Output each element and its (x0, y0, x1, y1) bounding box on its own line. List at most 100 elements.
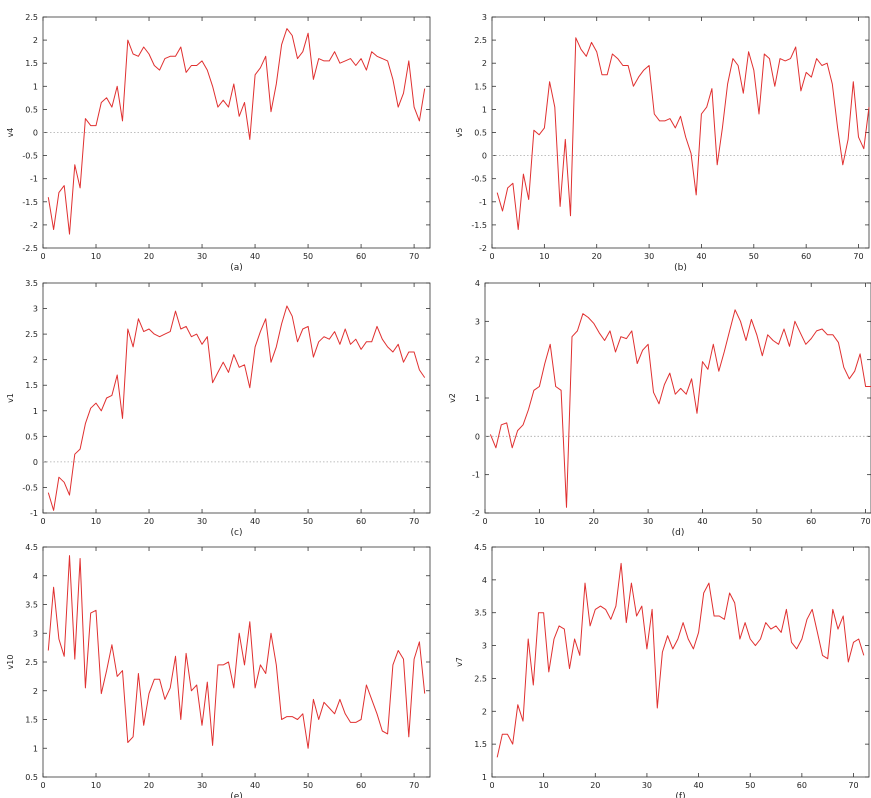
y-tick-label: 1 (33, 744, 38, 753)
x-tick-label: 30 (197, 252, 207, 261)
x-tick-label: 0 (489, 781, 494, 790)
y-tick-label: 2.5 (474, 674, 487, 683)
y-tick-label: -1 (472, 471, 480, 480)
y-tick-label: 4 (482, 576, 487, 585)
x-tick-label: 30 (197, 781, 207, 790)
y-tick-label: -0.5 (22, 152, 38, 161)
plot-frame-f (491, 546, 870, 778)
y-tick-label: 0.5 (25, 773, 38, 782)
y-axis-label: v7 (455, 657, 464, 667)
panel-label: (a) (230, 263, 243, 273)
chart-panel-b: -2-1.5-1-0.500.511.522.530 10 20 30 40 50 60 70… (455, 13, 870, 273)
x-tick-label: 0 (40, 252, 45, 261)
y-tick-label: 1 (33, 407, 38, 416)
y-tick-label: 2 (482, 59, 487, 68)
x-tick-label: 50 (303, 252, 313, 261)
y-tick-label: -1.5 (471, 221, 487, 230)
y-tick-label: 1.5 (474, 740, 487, 749)
x-tick-label: 60 (356, 517, 366, 526)
x-tick-label: 20 (144, 781, 154, 790)
x-tick-label: 20 (589, 517, 599, 526)
x-tick-label: 70 (409, 252, 419, 261)
y-tick-label: 2 (33, 356, 38, 365)
y-tick-label: 4 (475, 279, 480, 288)
y-tick-label: 3.5 (474, 609, 487, 618)
x-tick-label: 10 (91, 517, 101, 526)
y-tick-label: 1 (482, 105, 487, 114)
x-tick-label: 30 (643, 517, 653, 526)
y-tick-label: 2.5 (25, 330, 38, 339)
x-tick-label: 40 (250, 517, 260, 526)
x-tick-label: 60 (801, 252, 811, 261)
series-line-v2 (489, 309, 871, 508)
y-axis-label: v2 (448, 393, 457, 403)
x-tick-label: 30 (644, 252, 654, 261)
x-tick-label: 70 (409, 517, 419, 526)
x-tick-label: 0 (489, 252, 494, 261)
x-tick-label: 40 (696, 252, 706, 261)
x-tick-label: 20 (144, 252, 154, 261)
series-line-v1 (47, 305, 426, 511)
y-tick-label: 2 (482, 707, 487, 716)
plot-frame-b (491, 16, 870, 249)
x-tick-label: 40 (250, 252, 260, 261)
y-tick-label: -1 (30, 175, 38, 184)
x-tick-label: 70 (853, 252, 863, 261)
x-tick-label: 60 (797, 781, 807, 790)
x-tick-label: 10 (91, 781, 101, 790)
x-tick-label: 40 (697, 517, 707, 526)
x-tick-label: 30 (642, 781, 652, 790)
y-tick-label: 0 (475, 432, 480, 441)
y-tick-label: 3 (482, 642, 487, 651)
series-line-v4 (47, 28, 426, 235)
y-tick-label: -1 (479, 198, 487, 207)
y-tick-label: 2 (33, 36, 38, 45)
x-tick-label: 20 (592, 252, 602, 261)
y-tick-label: 2.5 (474, 36, 487, 45)
x-tick-label: 40 (250, 781, 260, 790)
y-tick-label: -2.5 (22, 244, 38, 253)
chart-panel-f: 1 1.5 2 2.5 3 3.5 4 4.5 0 10 20 30 40 50 60 70 v7 (f) (455, 543, 870, 798)
y-axis-label: v4 (6, 128, 15, 138)
x-tick-label: 0 (40, 781, 45, 790)
y-axis-label: v10 (6, 655, 15, 670)
y-tick-label: 0.5 (25, 105, 38, 114)
plot-frame-d (484, 282, 871, 514)
chart-panel-a: -2.5 -2 -1.5 -1 -0.5 0 0.5 1 1.5 2 2.5 0 10 20 30 40 50 6… (6, 13, 431, 273)
panel-label: (d) (672, 528, 685, 538)
y-tick-label: -2 (30, 221, 38, 230)
x-tick-label: 10 (91, 252, 101, 261)
series-line-v10 (47, 555, 426, 749)
series-line-v7 (496, 562, 865, 758)
x-tick-label: 50 (749, 252, 759, 261)
y-tick-label: -0.5 (471, 175, 487, 184)
y-tick-label: 1.5 (25, 716, 38, 725)
y-tick-label: 2.5 (25, 13, 38, 22)
panel-label: (f) (675, 792, 685, 798)
y-tick-label: 0.5 (474, 129, 487, 138)
x-tick-label: 30 (197, 517, 207, 526)
chart-panel-c: -1 -0.5 0 0.5 1 1.5 2 2.5 3 3.5 0 10 20 30 40 50 60 70 v1 (… (6, 279, 431, 538)
y-tick-label: 1.5 (474, 82, 487, 91)
x-tick-label: 70 (409, 781, 419, 790)
x-tick-label: 70 (860, 517, 870, 526)
x-tick-label: 10 (534, 517, 544, 526)
x-tick-label: 0 (40, 517, 45, 526)
y-tick-label: 1.5 (25, 59, 38, 68)
y-tick-label: 1.5 (25, 381, 38, 390)
series-line-v5 (496, 37, 870, 230)
x-tick-label: 60 (356, 781, 366, 790)
panel-label: (b) (674, 263, 687, 273)
x-tick-label: 20 (590, 781, 600, 790)
y-tick-label: -2 (479, 244, 487, 253)
x-tick-label: 50 (745, 781, 755, 790)
y-tick-label: 3.5 (25, 601, 38, 610)
y-tick-label: 1 (482, 773, 487, 782)
x-tick-label: 10 (539, 252, 549, 261)
y-tick-label: -1.5 (22, 198, 38, 207)
y-tick-label: 1 (475, 394, 480, 403)
y-axis-label: v5 (455, 128, 464, 138)
y-tick-label: 2.5 (25, 658, 38, 667)
x-tick-label: 20 (144, 517, 154, 526)
y-tick-label: -1 (30, 509, 38, 518)
